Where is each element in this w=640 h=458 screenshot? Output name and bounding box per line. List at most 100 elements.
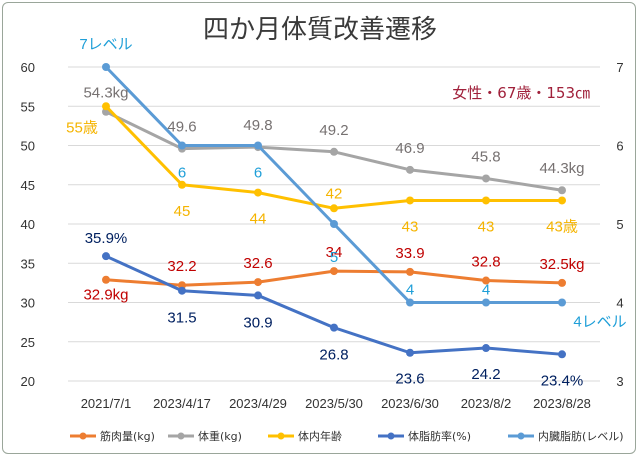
data-point xyxy=(406,196,414,205)
y-left-tick-label: 20 xyxy=(21,374,35,389)
legend-marker xyxy=(79,432,87,440)
data-point xyxy=(558,350,566,359)
data-point xyxy=(482,174,490,183)
legend-marker xyxy=(517,432,525,440)
data-point xyxy=(254,141,262,150)
data-label: 24.2 xyxy=(471,366,500,383)
data-point xyxy=(558,298,566,307)
data-point xyxy=(178,141,186,150)
data-label: 26.8 xyxy=(319,347,348,364)
data-label: 4レベル xyxy=(573,314,626,331)
legend-entry: 内臓脂肪(レベル) xyxy=(538,429,624,443)
chart-title: 四か月体質改善遷移 xyxy=(203,15,437,45)
legend-marker xyxy=(277,432,285,440)
data-label: 35.9% xyxy=(85,230,128,247)
data-point xyxy=(102,275,110,284)
data-label: 6 xyxy=(254,165,262,182)
data-label: 5 xyxy=(330,249,338,266)
data-point xyxy=(254,188,262,197)
data-label: 44 xyxy=(250,211,267,228)
data-label: 43 xyxy=(478,218,495,235)
legend-entry: 体脂肪率(%) xyxy=(408,429,471,443)
data-point xyxy=(330,267,338,276)
chart-annotation: 女性・67歳・153㎝ xyxy=(452,84,590,102)
data-label: 32.8 xyxy=(471,254,500,271)
data-label: 30.9 xyxy=(243,314,272,331)
data-point xyxy=(558,196,566,205)
x-tick-label: 2023/8/2 xyxy=(461,396,512,411)
data-point xyxy=(330,147,338,156)
x-tick-label: 2023/5/30 xyxy=(305,396,363,411)
data-label: 43歳 xyxy=(546,218,578,235)
data-point xyxy=(178,180,186,189)
y-left-tick-label: 60 xyxy=(21,60,35,75)
data-label: 54.3kg xyxy=(83,85,128,102)
chart-frame xyxy=(2,2,636,454)
x-tick-label: 2023/8/28 xyxy=(533,396,591,411)
data-label: 45.8 xyxy=(471,148,500,165)
data-label: 4 xyxy=(482,282,490,299)
data-label: 7レベル xyxy=(79,36,132,53)
data-label: 4 xyxy=(406,282,414,299)
data-point xyxy=(178,286,186,295)
data-label: 46.9 xyxy=(395,140,424,157)
data-label: 32.2 xyxy=(167,258,196,275)
legend: 筋肉量(kg) 体重(kg) 体内年齢 体脂肪率(%) 内臓脂肪(レベル) xyxy=(70,429,624,443)
data-point xyxy=(406,298,414,307)
data-point xyxy=(254,291,262,300)
y-left-tick-label: 45 xyxy=(21,178,35,193)
data-label: 49.8 xyxy=(243,117,272,134)
data-label: 32.5kg xyxy=(539,256,584,273)
y-right-tick-label: 5 xyxy=(616,217,623,232)
data-label: 32.6 xyxy=(243,255,272,272)
legend-marker xyxy=(177,432,185,440)
y-right-tick-label: 7 xyxy=(616,60,623,75)
data-point xyxy=(330,323,338,332)
data-label: 49.2 xyxy=(319,122,348,139)
x-tick-label: 2021/7/1 xyxy=(81,396,132,411)
data-point xyxy=(558,278,566,287)
data-point xyxy=(406,267,414,276)
data-point xyxy=(102,252,110,261)
data-point xyxy=(406,165,414,174)
data-label: 42 xyxy=(326,185,343,202)
data-label: 45 xyxy=(174,203,191,220)
y-left-tick-label: 35 xyxy=(21,256,35,271)
data-point xyxy=(102,102,110,111)
y-left-tick-label: 30 xyxy=(21,296,35,311)
y-right-tick-label: 3 xyxy=(616,374,623,389)
y-right-tick-label: 6 xyxy=(616,139,623,154)
data-label: 49.6 xyxy=(167,119,196,136)
data-label: 32.9kg xyxy=(83,287,128,304)
data-point xyxy=(178,281,186,290)
data-point xyxy=(254,278,262,287)
data-point xyxy=(482,298,490,307)
x-tick-label: 2023/6/30 xyxy=(381,396,439,411)
data-point xyxy=(406,348,414,357)
legend-entry: 体重(kg) xyxy=(198,429,242,443)
data-point xyxy=(330,204,338,213)
gridlines xyxy=(68,66,600,382)
data-point xyxy=(102,63,110,71)
data-point xyxy=(482,344,490,353)
data-point xyxy=(330,220,338,228)
y-left-tick-label: 55 xyxy=(21,99,35,114)
data-label: 23.6 xyxy=(395,371,424,388)
data-label: 55歳 xyxy=(66,119,98,136)
data-point xyxy=(558,186,566,195)
data-labels: 32.9kg 32.2 32.6 3 4 33.9 32.8 32.5kg 54.3kg 49.6… xyxy=(66,36,627,389)
legend-entry: 筋肉量(kg) xyxy=(100,429,155,443)
data-label: 6 xyxy=(178,165,186,182)
data-label: 44.3kg xyxy=(539,160,584,177)
data-label: 33.9 xyxy=(395,245,424,262)
data-label: 31.5 xyxy=(167,310,196,327)
legend-entry: 体内年齢 xyxy=(298,429,342,443)
y-left-tick-label: 40 xyxy=(21,217,35,232)
data-point xyxy=(482,276,490,285)
data-label: 23.4% xyxy=(541,372,584,389)
y-right-tick-label: 4 xyxy=(616,296,623,311)
data-label: 43 xyxy=(402,218,419,235)
x-tick-label: 2023/4/29 xyxy=(229,396,287,411)
